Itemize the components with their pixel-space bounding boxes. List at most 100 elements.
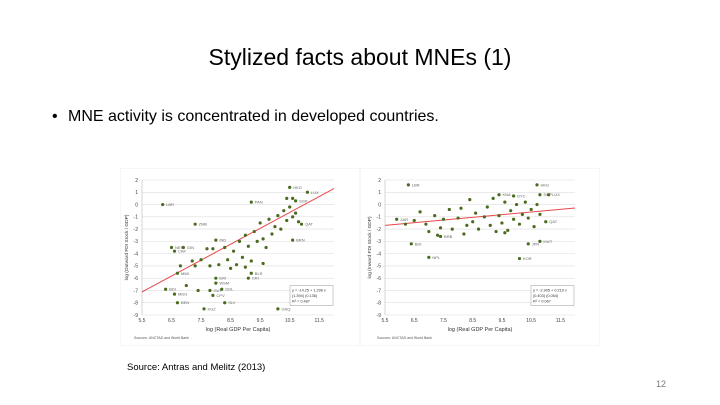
- data-point: [471, 220, 475, 224]
- data-point: [226, 258, 230, 262]
- data-point: [184, 283, 188, 288]
- point-label: KWT: [543, 239, 552, 244]
- chart-source-note: Sources: UNCTAD and World Bank: [377, 336, 432, 340]
- regression-equation-text: y = -2.905 + 0.219 x: [533, 289, 567, 293]
- chart-border: [120, 168, 360, 346]
- data-point: [450, 227, 454, 231]
- data-point: [438, 234, 443, 239]
- data-point: [229, 266, 233, 270]
- regression-equation-text: (0.403) (0.054): [533, 294, 559, 298]
- regression-line: [384, 207, 576, 226]
- data-point: [291, 196, 295, 201]
- x-tick-label: 8.5: [469, 318, 476, 324]
- data-point: [169, 245, 174, 250]
- data-point: [488, 223, 492, 228]
- data-point: [190, 259, 194, 263]
- point-label: KOR: [523, 256, 532, 261]
- data-point: [535, 183, 539, 187]
- data-point: [403, 222, 408, 226]
- data-point: [418, 210, 422, 214]
- data-point: [476, 227, 481, 231]
- data-point: [529, 207, 533, 212]
- bullet-point: • MNE activity is concentrated in develop…: [52, 108, 439, 126]
- x-tick-label: 6.5: [411, 318, 418, 324]
- data-point: [220, 287, 224, 291]
- data-point: [497, 193, 501, 197]
- point-label: BLR: [255, 271, 263, 276]
- data-point: [208, 288, 212, 293]
- data-point: [214, 281, 218, 285]
- data-point: [447, 207, 451, 212]
- data-point: [252, 229, 256, 234]
- data-point: [199, 258, 203, 262]
- data-point: [503, 231, 507, 235]
- slide-title: Stylized facts about MNEs (1): [208, 44, 512, 70]
- point-label: HKG: [293, 185, 302, 190]
- y-tick-label: -2: [377, 227, 382, 233]
- point-label: SLV: [228, 300, 236, 305]
- data-point: [273, 225, 277, 229]
- y-tick-label: -9: [134, 313, 139, 319]
- data-point: [497, 213, 501, 218]
- data-point: [503, 200, 507, 204]
- source-note: Source: Antras and Melitz (2013): [127, 362, 266, 373]
- point-label: BRB: [444, 234, 453, 239]
- data-point: [270, 232, 274, 236]
- x-axis-label: log (Real GDP Per Capita): [206, 327, 271, 333]
- data-point: [246, 276, 250, 280]
- data-point: [395, 217, 399, 221]
- data-point: [193, 264, 197, 268]
- outward-fdi-scatter-chart: 2 1 0 -1 -2 -3 -4 -5 -6 -7 -8 -95.5 6.5 7.5 8.5 9.5 10.5…: [120, 168, 360, 346]
- x-tick-label: 6.5: [168, 318, 175, 324]
- point-label: CPV: [216, 293, 225, 298]
- regression-equation-text: R² = 0.067: [533, 300, 551, 304]
- bullet-text: MNE activity is concentrated in develope…: [68, 108, 439, 125]
- data-point: [296, 220, 301, 224]
- data-point: [234, 263, 239, 267]
- data-point: [523, 200, 527, 204]
- data-point: [175, 271, 180, 275]
- data-point: [285, 196, 289, 201]
- data-point: [279, 227, 283, 231]
- data-point: [178, 264, 182, 268]
- x-tick-label: 10.5: [526, 318, 536, 324]
- data-point: [261, 261, 265, 266]
- y-tick-label: 1: [135, 190, 138, 196]
- y-tick-label: -8: [377, 301, 382, 307]
- point-label: BRN: [296, 238, 305, 243]
- point-label: LUX: [311, 190, 319, 195]
- data-point: [288, 185, 292, 189]
- chart-source-note: Sources: UNCTAD and World Bank: [134, 336, 189, 340]
- point-label: CAF: [178, 249, 187, 254]
- data-point: [494, 229, 498, 234]
- y-tick-label: 2: [135, 178, 138, 184]
- point-label: DYC: [517, 193, 526, 198]
- data-point: [456, 216, 460, 220]
- regression-equation-text: R² = 0.487: [292, 300, 310, 304]
- point-label: HKG: [541, 182, 550, 187]
- data-point: [482, 215, 486, 219]
- data-point: [406, 183, 410, 187]
- data-point: [264, 245, 268, 250]
- data-point: [249, 259, 253, 263]
- x-tick-label: 5.5: [382, 318, 389, 324]
- data-point: [255, 239, 259, 243]
- data-point: [535, 202, 539, 207]
- y-tick-label: -4: [377, 251, 382, 257]
- point-label: LBR: [412, 182, 420, 187]
- data-point: [161, 202, 165, 207]
- data-point: [438, 226, 443, 230]
- data-point: [205, 247, 209, 251]
- y-axis-label: log (Outward FDI Stock / GDP): [124, 214, 130, 280]
- y-tick-label: -5: [134, 264, 139, 270]
- page-number: 12: [656, 379, 667, 389]
- point-label: NER: [175, 245, 184, 250]
- y-tick-label: -4: [134, 251, 139, 257]
- data-point: [465, 223, 469, 228]
- data-point: [288, 205, 292, 209]
- data-point: [544, 220, 548, 224]
- x-axis-label: log (Real GDP Per Capita): [448, 327, 513, 333]
- data-point: [514, 202, 519, 207]
- y-tick-label: -2: [134, 227, 139, 233]
- point-label: SOL: [225, 287, 234, 292]
